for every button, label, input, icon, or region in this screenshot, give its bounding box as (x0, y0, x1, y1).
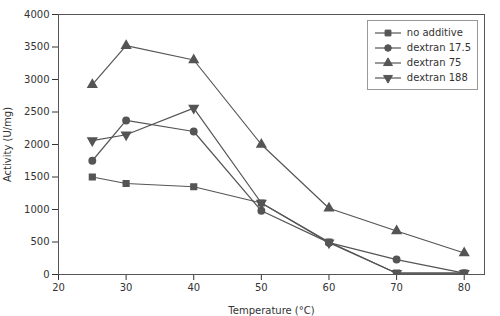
svg-text:500: 500 (30, 236, 49, 247)
svg-text:30: 30 (120, 282, 133, 293)
html-text:dextran 188: dextran 188 (406, 72, 468, 83)
svg-text:1500: 1500 (24, 171, 49, 182)
svg-text:2500: 2500 (24, 106, 49, 117)
html-text:no additive: no additive (406, 27, 463, 38)
svg-text:40: 40 (187, 282, 200, 293)
svg-text:4000: 4000 (24, 9, 49, 20)
svg-text:2000: 2000 (24, 139, 49, 150)
svg-text:50: 50 (255, 282, 268, 293)
html-text:dextran 75: dextran 75 (406, 57, 462, 68)
svg-text:70: 70 (390, 282, 403, 293)
html-text:dextran 17.5: dextran 17.5 (406, 42, 471, 53)
svg-text:Activity (U/mg): Activity (U/mg) (2, 107, 13, 182)
svg-text:0: 0 (43, 269, 49, 280)
svg-text:3500: 3500 (24, 41, 49, 52)
svg-text:3000: 3000 (24, 74, 49, 85)
svg-text:20: 20 (52, 282, 65, 293)
svg-text:60: 60 (323, 282, 336, 293)
svg-text:Temperature (°C): Temperature (°C) (227, 305, 314, 316)
svg-text:80: 80 (458, 282, 471, 293)
svg-text:1000: 1000 (24, 204, 49, 215)
